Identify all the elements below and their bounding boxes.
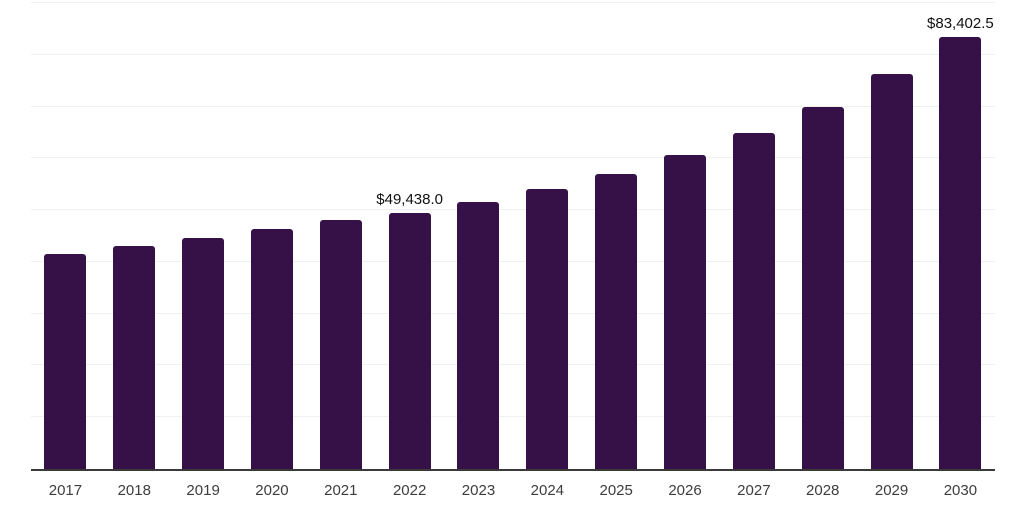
bar-slot-2030: $83,402.5 (927, 3, 994, 469)
gridline (31, 312, 995, 314)
bar-2025 (595, 173, 638, 469)
x-axis-label-2023: 2023 (461, 482, 496, 499)
x-axis-label-2027: 2027 (737, 482, 771, 499)
gridline (31, 53, 995, 55)
bar-slot-2018 (113, 3, 156, 469)
x-axis-line (31, 469, 995, 471)
bar-slot-2026 (664, 3, 707, 469)
bar-slot-2027 (732, 3, 775, 469)
bar-value-label-2030: $83,402.5 (927, 14, 994, 32)
bar-slot-2017 (44, 3, 87, 469)
bar-2017 (44, 254, 87, 469)
gridline (31, 157, 995, 159)
bar-value-label-2022: $49,438.0 (376, 190, 444, 208)
x-axis-label-2019: 2019 (186, 482, 220, 499)
bar-slot-2028 (801, 3, 844, 469)
bar-2030: $83,402.5 (927, 15, 994, 469)
x-axis-label-2029: 2029 (874, 482, 909, 499)
gridline (31, 260, 995, 262)
bar-slot-2024 (526, 3, 569, 469)
x-axis-label-2020: 2020 (255, 482, 289, 499)
x-axis-label-2025: 2025 (599, 482, 633, 499)
x-axis-label-2021: 2021 (324, 482, 358, 499)
bar-slot-2020 (250, 3, 293, 469)
x-axis-label-2028: 2028 (806, 482, 840, 499)
bar-2029 (870, 73, 913, 469)
bar-2024 (526, 188, 569, 469)
x-axis-label-2018: 2018 (117, 482, 151, 499)
gridline (31, 2, 995, 3)
x-axis-label-2024: 2024 (530, 482, 565, 499)
x-axis-label-2030: 2030 (943, 482, 978, 499)
bar-2023 (457, 202, 500, 469)
bar-2021 (319, 220, 362, 469)
bar-2018 (113, 245, 156, 469)
bar-slot-2021 (319, 3, 362, 469)
gridline (31, 364, 995, 366)
bar-2028 (801, 106, 844, 469)
bars-row: $49,438.0 $83,402.5 (31, 3, 995, 469)
bar-slot-2019 (182, 3, 225, 469)
bar-2027 (732, 132, 775, 469)
gridline (31, 416, 995, 418)
plot-area: $49,438.0 $83,402.5 (31, 2, 995, 469)
gridline (31, 209, 995, 211)
gridline (31, 105, 995, 107)
x-axis-label-2017: 2017 (48, 482, 83, 499)
bar-slot-2029 (870, 3, 913, 469)
bar-2019 (182, 238, 225, 469)
x-axis-label-2022: 2022 (392, 482, 427, 499)
x-axis-label-2026: 2026 (668, 482, 702, 499)
bar-2026 (664, 155, 707, 469)
bar-slot-2023 (457, 3, 500, 469)
bar-slot-2022: $49,438.0 (376, 3, 443, 469)
bar-2022: $49,438.0 (376, 191, 443, 469)
bar-slot-2025 (595, 3, 638, 469)
bar-2020 (250, 228, 293, 469)
x-axis-labels: 2017 2018 2019 2020 2021 2022 2023 2024 2025 2026… (31, 482, 995, 499)
